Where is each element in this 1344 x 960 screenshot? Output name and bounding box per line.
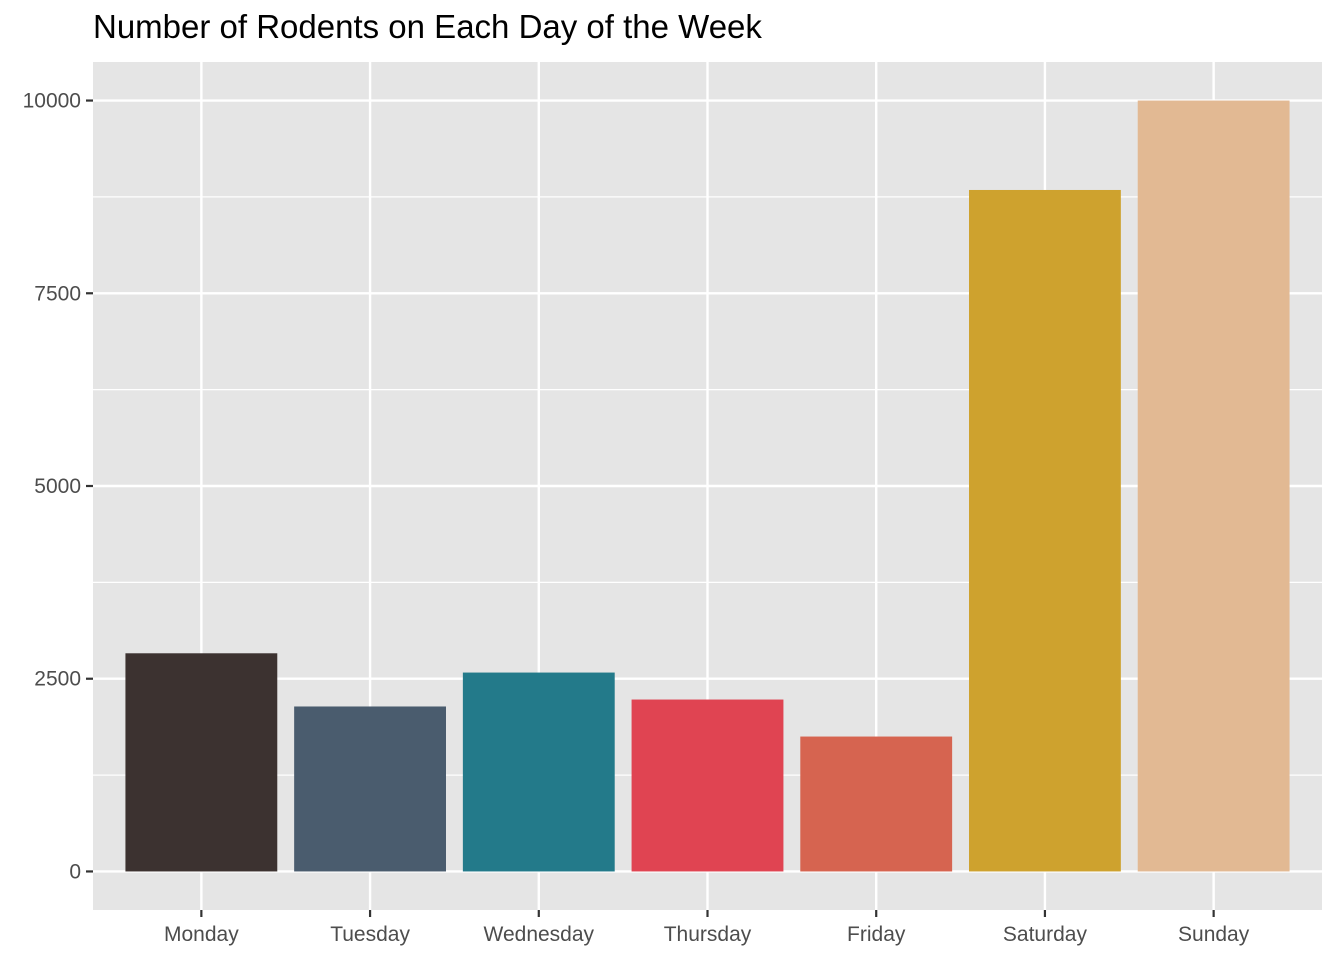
bar-tuesday xyxy=(294,706,446,872)
x-tick-label: Saturday xyxy=(1003,923,1088,946)
x-tick-label: Monday xyxy=(164,923,239,946)
y-tick-label: 0 xyxy=(69,860,81,883)
bar-saturday xyxy=(969,189,1121,872)
bar-sunday xyxy=(1137,100,1290,872)
y-tick-label: 7500 xyxy=(34,282,81,305)
bar-wednesday xyxy=(462,672,615,872)
x-tick-label: Friday xyxy=(847,923,906,946)
x-tick-label: Wednesday xyxy=(484,923,595,946)
y-axis: 0 2500 5000 7500 10000 xyxy=(23,90,93,883)
x-tick-label: Thursday xyxy=(664,923,752,946)
chart-title: Number of Rodents on Each Day of the Wee… xyxy=(93,8,762,45)
bar-monday xyxy=(125,653,278,872)
y-tick-label: 5000 xyxy=(34,475,81,498)
bar-friday xyxy=(800,736,953,872)
y-tick-label: 10000 xyxy=(23,90,81,113)
y-tick-label: 2500 xyxy=(34,668,81,691)
bar-thursday xyxy=(631,699,784,872)
x-tick-label: Tuesday xyxy=(330,923,410,946)
x-axis: Monday Tuesday Wednesday Thursday Friday Satu… xyxy=(164,910,1250,946)
bars xyxy=(125,100,1290,872)
x-tick-label: Sunday xyxy=(1178,923,1250,946)
